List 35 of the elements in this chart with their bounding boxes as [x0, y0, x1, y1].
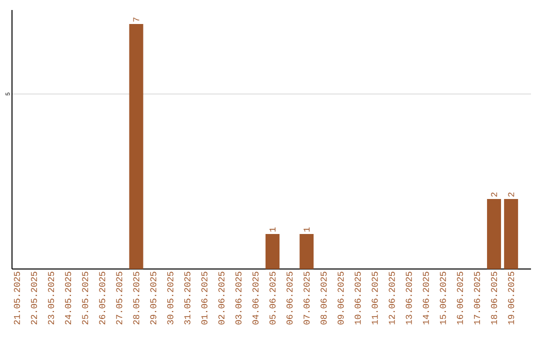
x-tick-label: 18.06.2025 — [490, 272, 498, 324]
x-tick-label: 30.05.2025 — [167, 272, 174, 324]
x-tick-label: 17.06.2025 — [474, 272, 480, 324]
data-label: 1 — [270, 227, 276, 232]
data-label: 7 — [133, 18, 140, 22]
x-tick-label: 04.06.2025 — [252, 272, 259, 324]
x-tick-label: 08.06.2025 — [320, 272, 327, 324]
x-tick-label: 15.06.2025 — [440, 272, 446, 324]
x-tick-label: 21.05.2025 — [14, 272, 20, 324]
data-label: 2 — [508, 192, 514, 197]
x-tick-label: 06.06.2025 — [286, 272, 293, 324]
x-tick-label: 05.06.2025 — [269, 272, 276, 324]
x-tick-label: 12.06.2025 — [388, 272, 395, 324]
data-label: 1 — [304, 227, 310, 232]
x-tick-label: 10.06.2025 — [354, 272, 361, 324]
x-tick-label: 31.05.2025 — [184, 272, 190, 324]
x-tick-label: 27.05.2025 — [116, 272, 122, 324]
x-tick-label: 09.06.2025 — [338, 272, 344, 324]
x-tick-label: 24.05.2025 — [65, 272, 72, 324]
x-tick-label: 23.05.2025 — [48, 272, 54, 324]
x-tick-label: 29.05.2025 — [150, 272, 156, 324]
x-tick-label: 02.06.2025 — [218, 272, 224, 324]
x-tick-label: 19.06.2025 — [508, 272, 514, 324]
x-tick-label: 13.06.2025 — [406, 272, 412, 324]
x-tick-label: 28.05.2025 — [133, 272, 140, 324]
x-tick-label: 07.06.2025 — [304, 272, 310, 324]
x-tick-label: 01.06.2025 — [201, 272, 208, 324]
x-tick-label: 16.06.2025 — [456, 272, 464, 324]
data-label: 2 — [491, 192, 498, 197]
x-tick-label: 03.06.2025 — [235, 272, 242, 324]
x-tick-label: 22.05.2025 — [30, 272, 38, 324]
x-tick-label: 14.06.2025 — [422, 272, 429, 324]
x-tick-label: 11.06.2025 — [372, 272, 378, 324]
x-tick-label: 26.05.2025 — [99, 272, 106, 324]
x-tick-label: 25.05.2025 — [82, 272, 88, 324]
